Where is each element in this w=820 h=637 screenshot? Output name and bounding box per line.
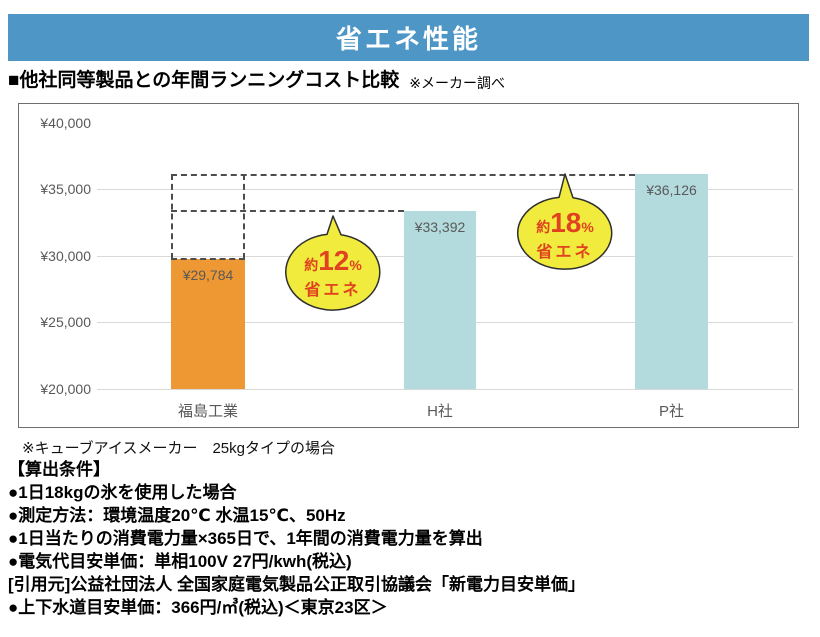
- bar-value-label: ¥29,784: [182, 267, 234, 283]
- condition-line: ●上下水道目安単価：366円/㎥(税込)＜東京23区＞: [8, 598, 388, 617]
- condition-line: ●電気代目安単価：単相100V 27円/kwh(税込): [8, 552, 352, 571]
- savings-percent-line: 約12%: [304, 245, 362, 276]
- energy-performance-banner: 省エネ性能: [8, 14, 809, 61]
- calculation-conditions: 【算出条件】 ●1日18kgの氷を使用した場合 ●測定方法：環境温度20℃ 水温…: [8, 458, 585, 619]
- bar-value-label: ¥33,392: [414, 219, 466, 235]
- y-axis-tick: ¥35,000: [40, 181, 91, 197]
- savings-bubble-12-shape: [285, 215, 381, 311]
- conditions-heading: 【算出条件】: [8, 460, 110, 479]
- y-axis-tick: ¥25,000: [40, 314, 91, 330]
- condition-line: ●1日18kgの氷を使用した場合: [8, 483, 237, 502]
- dashed-guide-bar-top: [171, 258, 245, 260]
- savings-percent-line: 約18%: [536, 207, 594, 238]
- y-axis-tick: ¥30,000: [40, 248, 91, 264]
- dashed-guide-right-edge: [243, 174, 245, 259]
- gridline-35000: [97, 189, 793, 190]
- chart-footnote: ※キューブアイスメーカー 25kgタイプの場合: [22, 440, 335, 457]
- dashed-guide-left-edge: [171, 174, 173, 259]
- bar-fukushima-kogyo: ¥29,784: [171, 259, 245, 389]
- bar-p-company: ¥36,126: [635, 174, 708, 389]
- condition-line: [引用元]公益社団法人 全国家庭電気製品公正取引協議会「新電力目安単価」: [8, 575, 586, 594]
- dashed-guide-h-level: [171, 210, 404, 212]
- savings-bubble-18-shape: [516, 173, 613, 270]
- category-label-h: H社: [427, 403, 453, 420]
- category-label-p: P社: [658, 403, 684, 420]
- category-label-fukushima: 福島工業: [177, 403, 238, 420]
- condition-line: ●1日当たりの消費電力量×365日で、1年間の消費電力量を算出: [8, 529, 483, 548]
- bar-value-label: ¥36,126: [646, 182, 697, 198]
- bar-h-company: ¥33,392: [404, 211, 476, 389]
- condition-line: ●測定方法：環境温度20℃ 水温15℃、50Hz: [8, 506, 346, 525]
- savings-label: 省エネ: [304, 282, 362, 299]
- y-axis-tick: ¥20,000: [40, 381, 91, 397]
- savings-bubble-18: 約18% 省エネ: [505, 208, 625, 263]
- section-title-row: ■他社同等製品との年間ランニングコスト比較 ※メーカー調べ: [8, 68, 505, 94]
- savings-label: 省エネ: [536, 244, 594, 261]
- running-cost-bar-chart: ¥40,000 ¥35,000 ¥30,000 ¥25,000 ¥20,000 …: [18, 103, 799, 428]
- savings-bubble-12: 約12% 省エネ: [273, 246, 393, 301]
- dashed-guide-p-level: [171, 174, 635, 176]
- gridline-20000-baseline: [97, 389, 793, 390]
- section-note: ※メーカー調べ: [409, 75, 506, 91]
- section-title: ■他社同等製品との年間ランニングコスト比較: [8, 70, 400, 91]
- y-axis-tick: ¥40,000: [40, 115, 91, 131]
- banner-title: 省エネ性能: [335, 24, 481, 54]
